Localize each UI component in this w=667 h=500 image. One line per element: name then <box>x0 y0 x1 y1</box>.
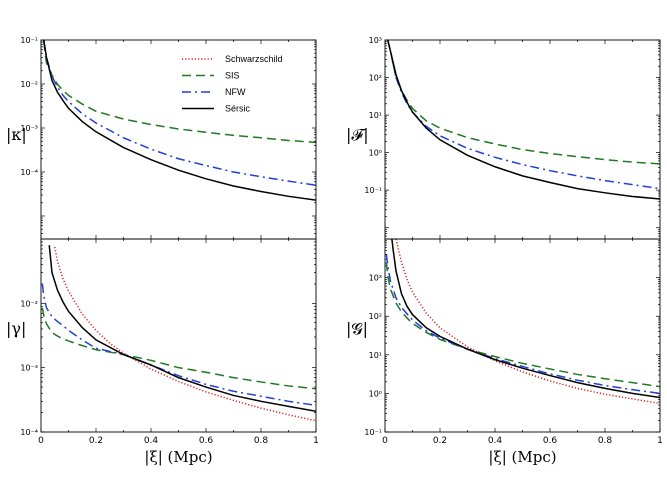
y-tick-label: 10⁻¹ <box>364 428 382 437</box>
series-line-schwarzschild <box>54 246 316 422</box>
legend-label: SIS <box>225 71 240 81</box>
legend-label: Sérsic <box>225 104 251 114</box>
y-tick-label: 10³ <box>369 36 382 45</box>
y-tick-label: 10¹ <box>369 111 382 120</box>
y-tick-label: 10² <box>369 312 382 321</box>
series-line-sis <box>387 40 660 165</box>
x-tick-label: 1 <box>657 436 663 446</box>
y-tick-label: 10⁻² <box>20 80 38 89</box>
series-line-srsic <box>391 239 660 399</box>
series-line-srsic <box>48 245 316 413</box>
y-axis-label: |𝓖| <box>346 319 368 338</box>
x-tick-label: 0.6 <box>543 436 558 446</box>
y-tick-label: 10⁻³ <box>20 364 38 373</box>
y-axis-label: |γ| <box>6 319 26 338</box>
panel-kappa: 10⁻¹ 10⁻² 10⁻³ 10⁻⁴ |κ| Schwarzschild SIS NFW Sé… <box>6 36 317 240</box>
x-tick-label: 1 <box>313 436 319 446</box>
legend-label: NFW <box>225 87 246 97</box>
x-tick-label: 0.2 <box>433 436 447 446</box>
plot-frame <box>40 238 317 433</box>
x-tick-label: 0.8 <box>598 436 613 446</box>
y-tick-label: 10⁻¹ <box>364 186 382 195</box>
x-tick-label: 0.2 <box>89 436 103 446</box>
series-line-schwarzschild <box>395 239 660 405</box>
y-tick-label: 10¹ <box>369 351 382 360</box>
x-tick-label: 0 <box>38 436 44 446</box>
series-line-srsic <box>43 40 316 201</box>
panel-gamma: 10⁻² 10⁻³ 10⁻⁴0 0.2 0.4 0.6 0.8 1 |γ| |ξ| (Mpc) <box>6 238 319 466</box>
legend-label: Schwarzschild <box>225 54 283 64</box>
series-line-srsic <box>387 40 660 200</box>
x-axis-label: |ξ| (Mpc) <box>144 448 212 466</box>
series-line-nfw <box>387 40 660 190</box>
y-tick-label: 10⁻² <box>20 299 38 308</box>
legend: Schwarzschild SIS NFW Sérsic <box>182 54 283 114</box>
series-line-nfw <box>43 40 316 186</box>
plot-frame <box>384 238 661 433</box>
series-line-sis <box>41 307 316 390</box>
series-line-sis <box>43 41 316 144</box>
y-tick-label: 10⁻³ <box>20 124 38 133</box>
x-tick-label: 0 <box>382 436 388 446</box>
series-line-sis <box>385 262 660 388</box>
y-tick-label: 10⁻⁴ <box>20 428 38 437</box>
y-tick-label: 10⁰ <box>369 389 382 398</box>
y-axis-label: |𝓕| <box>346 125 369 144</box>
series-line-nfw <box>41 283 316 407</box>
panel-G: 10³ 10² 10¹ 10⁰ 10⁻¹0 0.2 0.4 0.6 0.8 1 |𝓖| |ξ| (Mp… <box>346 238 663 466</box>
panel-F: 10³ 10² 10¹ 10⁰ 10⁻¹ |𝓕| <box>346 36 661 240</box>
series-line-nfw <box>385 254 660 395</box>
x-tick-label: 0.6 <box>199 436 214 446</box>
x-tick-label: 0.4 <box>488 436 503 446</box>
x-axis-label: |ξ| (Mpc) <box>488 448 556 466</box>
y-tick-label: 10⁰ <box>369 149 382 158</box>
x-tick-label: 0.4 <box>144 436 159 446</box>
y-tick-label: 10³ <box>369 274 382 283</box>
y-tick-label: 10² <box>369 74 382 83</box>
y-tick-label: 10⁻⁴ <box>20 168 38 177</box>
y-axis-label: |κ| <box>6 125 27 144</box>
plot-frame <box>384 39 661 240</box>
x-tick-label: 0.8 <box>254 436 269 446</box>
y-tick-label: 10⁻¹ <box>20 36 38 45</box>
